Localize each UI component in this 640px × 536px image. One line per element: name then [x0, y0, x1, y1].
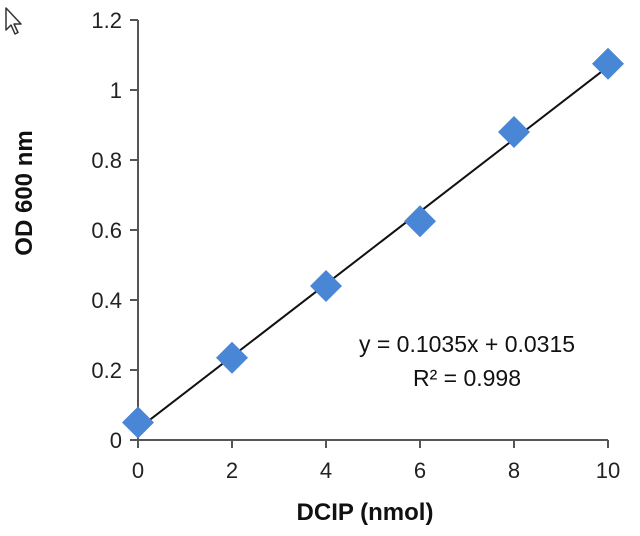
- y-tick-label: 1: [110, 78, 122, 103]
- data-point-diamond: [216, 341, 248, 374]
- x-tick-label: 8: [508, 458, 520, 483]
- x-tick-label: 4: [320, 458, 332, 483]
- x-tick-label: 0: [132, 458, 144, 483]
- x-tick-label: 10: [596, 458, 620, 483]
- data-point-diamond: [592, 47, 624, 80]
- axes: [137, 20, 608, 441]
- x-tick-label: 2: [226, 458, 238, 483]
- data-point-diamond: [404, 205, 436, 238]
- y-tick-label: 0: [110, 428, 122, 453]
- data-point-diamond: [498, 116, 530, 148]
- y-tick-label: 0.2: [91, 358, 122, 383]
- y-ticks: 0 0.2 0.4 0.6 0.8 1 1.2: [91, 8, 138, 453]
- x-ticks: 0 2 4 6 8 10: [132, 440, 620, 483]
- mouse-cursor-icon: [5, 7, 22, 35]
- y-tick-label: 1.2: [91, 8, 122, 33]
- trendline-group: [137, 65, 609, 430]
- data-point-diamond: [310, 270, 342, 302]
- data-points: [122, 47, 624, 439]
- data-point-diamond: [122, 406, 154, 439]
- y-axis-title: OD 600 nm: [11, 130, 38, 255]
- trendline: [137, 65, 609, 430]
- x-axis-title: DCIP (nmol): [297, 499, 434, 526]
- y-tick-label: 0.8: [91, 148, 122, 173]
- y-tick-label: 0.6: [91, 218, 122, 243]
- x-tick-label: 6: [414, 458, 426, 483]
- trendline-equation: y = 0.1035x + 0.0315: [359, 331, 575, 357]
- y-tick-label: 0.4: [91, 288, 122, 313]
- r-squared-label: R² = 0.998: [413, 365, 521, 391]
